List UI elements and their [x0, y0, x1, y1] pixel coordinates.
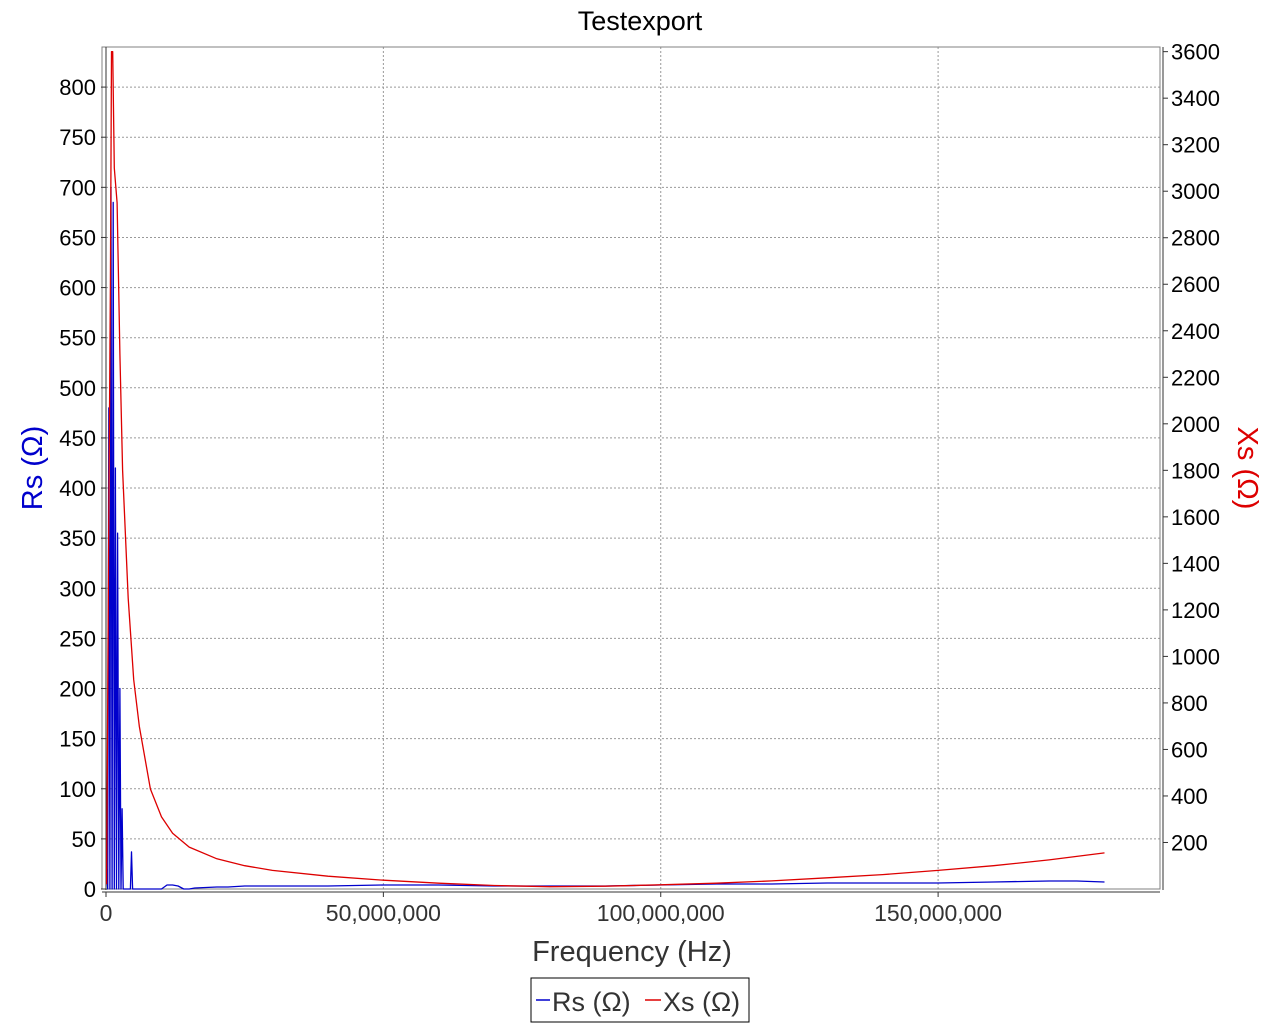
- right-tick-label: 3400: [1171, 86, 1220, 111]
- right-tick-label: 400: [1171, 784, 1208, 809]
- legend: Rs (Ω) Xs (Ω): [530, 977, 750, 1023]
- series-line-xs: [106, 51, 1105, 888]
- right-tick-label: 2000: [1171, 412, 1220, 437]
- left-tick-label: 100: [59, 777, 96, 802]
- left-tick-label: 250: [59, 626, 96, 651]
- right-tick-label: 3200: [1171, 133, 1220, 158]
- right-tick-label: 1200: [1171, 598, 1220, 623]
- left-tick-label: 150: [59, 727, 96, 752]
- left-tick-label: 800: [59, 75, 96, 100]
- right-tick-label: 3600: [1171, 40, 1220, 65]
- right-tick-label: 200: [1171, 830, 1208, 855]
- left-tick-label: 700: [59, 175, 96, 200]
- x-axis-title: Frequency (Hz): [532, 936, 732, 968]
- left-tick-label: 200: [59, 677, 96, 702]
- plot-area-frame: [101, 46, 1161, 890]
- grid-lines: [106, 47, 1160, 889]
- legend-box: [530, 977, 750, 1023]
- right-tick-label: 1800: [1171, 458, 1220, 483]
- x-tick-label: 50,000,000: [326, 900, 441, 926]
- x-tick-label: 150,000,000: [874, 900, 1002, 926]
- right-y-axis-ticks: 200 400 600 800 1000 1200 1400 1600 1800 2000 2200…: [1163, 40, 1220, 855]
- series-lines: [106, 51, 1105, 890]
- x-axis-ticks: 0 50,000,000 100,000,000 150,000,000: [100, 892, 1002, 926]
- left-tick-label: 550: [59, 326, 96, 351]
- left-tick-label: 300: [59, 576, 96, 601]
- left-axis-title: Rs (Ω): [17, 426, 49, 511]
- right-tick-label: 2600: [1171, 272, 1220, 297]
- x-tick-label: 0: [100, 900, 113, 926]
- legend-label-xs: Xs (Ω): [663, 987, 740, 1017]
- right-tick-label: 3000: [1171, 179, 1220, 204]
- left-tick-label: 750: [59, 125, 96, 150]
- right-tick-label: 800: [1171, 691, 1208, 716]
- left-tick-label: 0: [84, 877, 96, 902]
- right-tick-label: 600: [1171, 737, 1208, 762]
- right-tick-label: 2200: [1171, 365, 1220, 390]
- right-tick-label: 1000: [1171, 644, 1220, 669]
- right-tick-label: 2800: [1171, 226, 1220, 251]
- left-tick-label: 650: [59, 225, 96, 250]
- right-tick-label: 1600: [1171, 505, 1220, 530]
- left-tick-label: 450: [59, 426, 96, 451]
- left-tick-label: 500: [59, 376, 96, 401]
- left-tick-label: 350: [59, 526, 96, 551]
- left-tick-label: 600: [59, 276, 96, 301]
- legend-label-rs: Rs (Ω): [552, 987, 631, 1017]
- series-group: [106, 51, 1105, 890]
- left-tick-label: 50: [72, 827, 96, 852]
- left-y-axis-ticks: 0 50 100 150 200 250 300 350 400 450 500 550 600 650 7…: [59, 75, 106, 902]
- right-tick-label: 1400: [1171, 551, 1220, 576]
- x-tick-label: 100,000,000: [597, 900, 725, 926]
- chart-title: Testexport: [578, 6, 703, 36]
- left-tick-label: 400: [59, 476, 96, 501]
- right-axis-title: Xs (Ω): [1231, 427, 1263, 510]
- right-tick-label: 2400: [1171, 319, 1220, 344]
